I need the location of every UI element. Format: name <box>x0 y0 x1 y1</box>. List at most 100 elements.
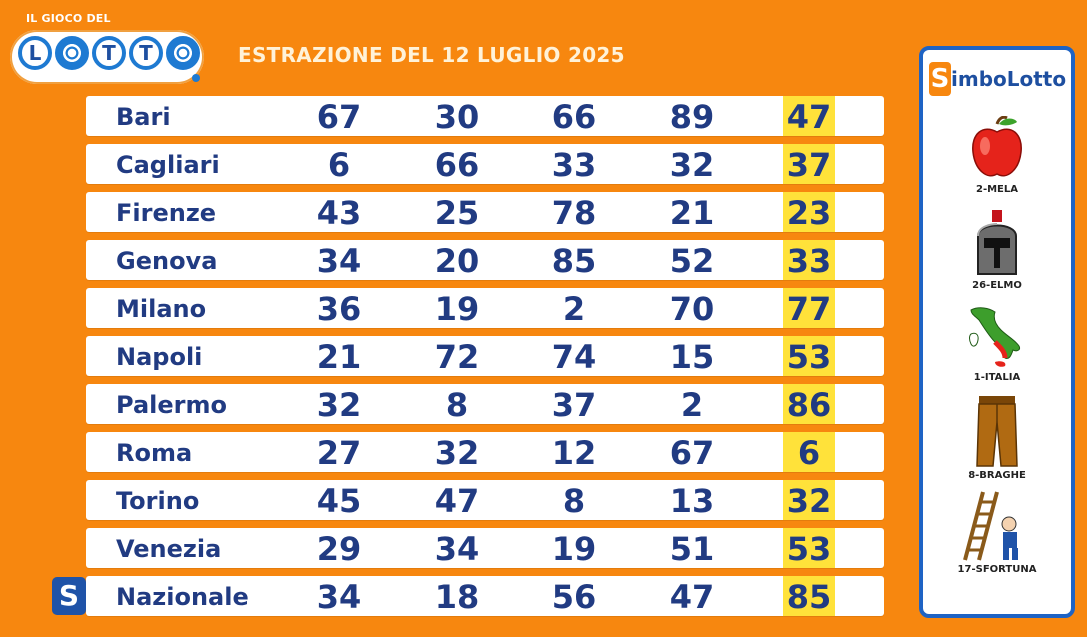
table-row-torino: Torino 45 47 8 13 32 <box>86 480 884 520</box>
logo-ball-3: T <box>92 36 126 70</box>
table-row-venezia: Venezia 29 34 19 51 53 <box>86 528 884 568</box>
city-name: Cagliari <box>116 151 220 179</box>
number-1: 43 <box>316 194 362 232</box>
logo-ball-1: L <box>18 36 52 70</box>
helmet-icon <box>977 210 1017 275</box>
number-2: 30 <box>434 98 480 136</box>
symbol-italia: 1-ITALIA <box>923 304 1071 383</box>
symbol-label: 8-BRAGHE <box>968 470 1026 481</box>
trousers-icon <box>976 396 1018 467</box>
highlight-cell <box>783 96 835 136</box>
highlight-cell <box>783 528 835 568</box>
number-4: 32 <box>669 146 715 184</box>
symbol-sfortuna: 17-SFORTUNA <box>923 490 1071 575</box>
number-1: 27 <box>316 434 362 472</box>
number-5: 77 <box>786 290 832 328</box>
highlight-cell <box>783 480 835 520</box>
number-3: 56 <box>551 578 597 616</box>
highlight-cell <box>783 336 835 376</box>
table-row-cagliari: Cagliari 6 66 33 32 37 <box>86 144 884 184</box>
symbol-mela: 2-MELA <box>923 116 1071 195</box>
logo-dot <box>192 74 200 82</box>
italy-map-icon <box>969 307 1020 367</box>
number-1: 29 <box>316 530 362 568</box>
apple-icon <box>972 116 1022 177</box>
number-5: 32 <box>786 482 832 520</box>
symbol-label: 1-ITALIA <box>973 372 1021 383</box>
highlight-cell <box>783 144 835 184</box>
symbol-elmo: 26-ELMO <box>923 210 1071 291</box>
number-3: 12 <box>551 434 597 472</box>
city-name: Roma <box>116 439 193 467</box>
number-4: 2 <box>680 386 704 424</box>
number-2: 66 <box>434 146 480 184</box>
number-2: 25 <box>434 194 480 232</box>
number-5: 33 <box>786 242 832 280</box>
symbol-label: 26-ELMO <box>972 280 1022 291</box>
table-row-napoli: Napoli 21 72 74 15 53 <box>86 336 884 376</box>
lotto-logo: IL GIOCO DEL L T T <box>10 8 210 86</box>
city-name: Bari <box>116 103 171 131</box>
number-3: 33 <box>551 146 597 184</box>
table-row-palermo: Palermo 32 8 37 2 86 <box>86 384 884 424</box>
symbol-braghe: 8-BRAGHE <box>923 396 1071 481</box>
logo-pill: L T T <box>10 30 204 84</box>
simbolotto-title-text: imboLotto <box>951 67 1067 91</box>
number-4: 51 <box>669 530 715 568</box>
nazionale-s-badge: S <box>52 577 86 615</box>
number-4: 70 <box>669 290 715 328</box>
ladder-icon <box>963 491 1018 561</box>
number-5: 53 <box>786 530 832 568</box>
highlight-cell <box>783 192 835 232</box>
table-row-firenze: Firenze 43 25 78 21 23 <box>86 192 884 232</box>
number-3: 8 <box>562 482 586 520</box>
number-1: 34 <box>316 578 362 616</box>
table-row-genova: Genova 34 20 85 52 33 <box>86 240 884 280</box>
number-3: 2 <box>562 290 586 328</box>
highlight-cell <box>783 288 835 328</box>
number-3: 19 <box>551 530 597 568</box>
city-name: Milano <box>116 295 207 323</box>
number-2: 20 <box>434 242 480 280</box>
number-2: 19 <box>434 290 480 328</box>
number-3: 66 <box>551 98 597 136</box>
number-4: 52 <box>669 242 715 280</box>
number-3: 74 <box>551 338 597 376</box>
symbol-label: 17-SFORTUNA <box>957 564 1037 575</box>
city-name: Palermo <box>116 391 227 419</box>
highlight-cell <box>783 432 835 472</box>
table-row-roma: Roma 27 32 12 67 6 <box>86 432 884 472</box>
logo-ball-swirl <box>55 36 89 70</box>
number-4: 67 <box>669 434 715 472</box>
logo-top-text: IL GIOCO DEL <box>26 12 111 25</box>
number-1: 67 <box>316 98 362 136</box>
number-5: 86 <box>786 386 832 424</box>
number-5: 85 <box>786 578 832 616</box>
number-2: 18 <box>434 578 480 616</box>
number-1: 21 <box>316 338 362 376</box>
simbolotto-logo-s: S <box>929 62 951 96</box>
number-4: 13 <box>669 482 715 520</box>
table-row-milano: Milano 36 19 2 70 77 <box>86 288 884 328</box>
number-5: 23 <box>786 194 832 232</box>
logo-ball-4: T <box>129 36 163 70</box>
number-2: 34 <box>434 530 480 568</box>
number-3: 78 <box>551 194 597 232</box>
city-name: Nazionale <box>116 583 249 611</box>
highlight-cell <box>783 384 835 424</box>
city-name: Napoli <box>116 343 203 371</box>
city-name: Genova <box>116 247 218 275</box>
number-3: 85 <box>551 242 597 280</box>
city-name: Venezia <box>116 535 222 563</box>
city-name: Firenze <box>116 199 217 227</box>
number-1: 6 <box>327 146 351 184</box>
number-1: 36 <box>316 290 362 328</box>
number-5: 6 <box>797 434 821 472</box>
table-row-bari: Bari 67 30 66 89 47 <box>86 96 884 136</box>
number-4: 15 <box>669 338 715 376</box>
number-2: 72 <box>434 338 480 376</box>
number-4: 21 <box>669 194 715 232</box>
number-1: 32 <box>316 386 362 424</box>
table-row-nazionale: Nazionale 34 18 56 47 85 <box>86 576 884 616</box>
number-2: 47 <box>434 482 480 520</box>
